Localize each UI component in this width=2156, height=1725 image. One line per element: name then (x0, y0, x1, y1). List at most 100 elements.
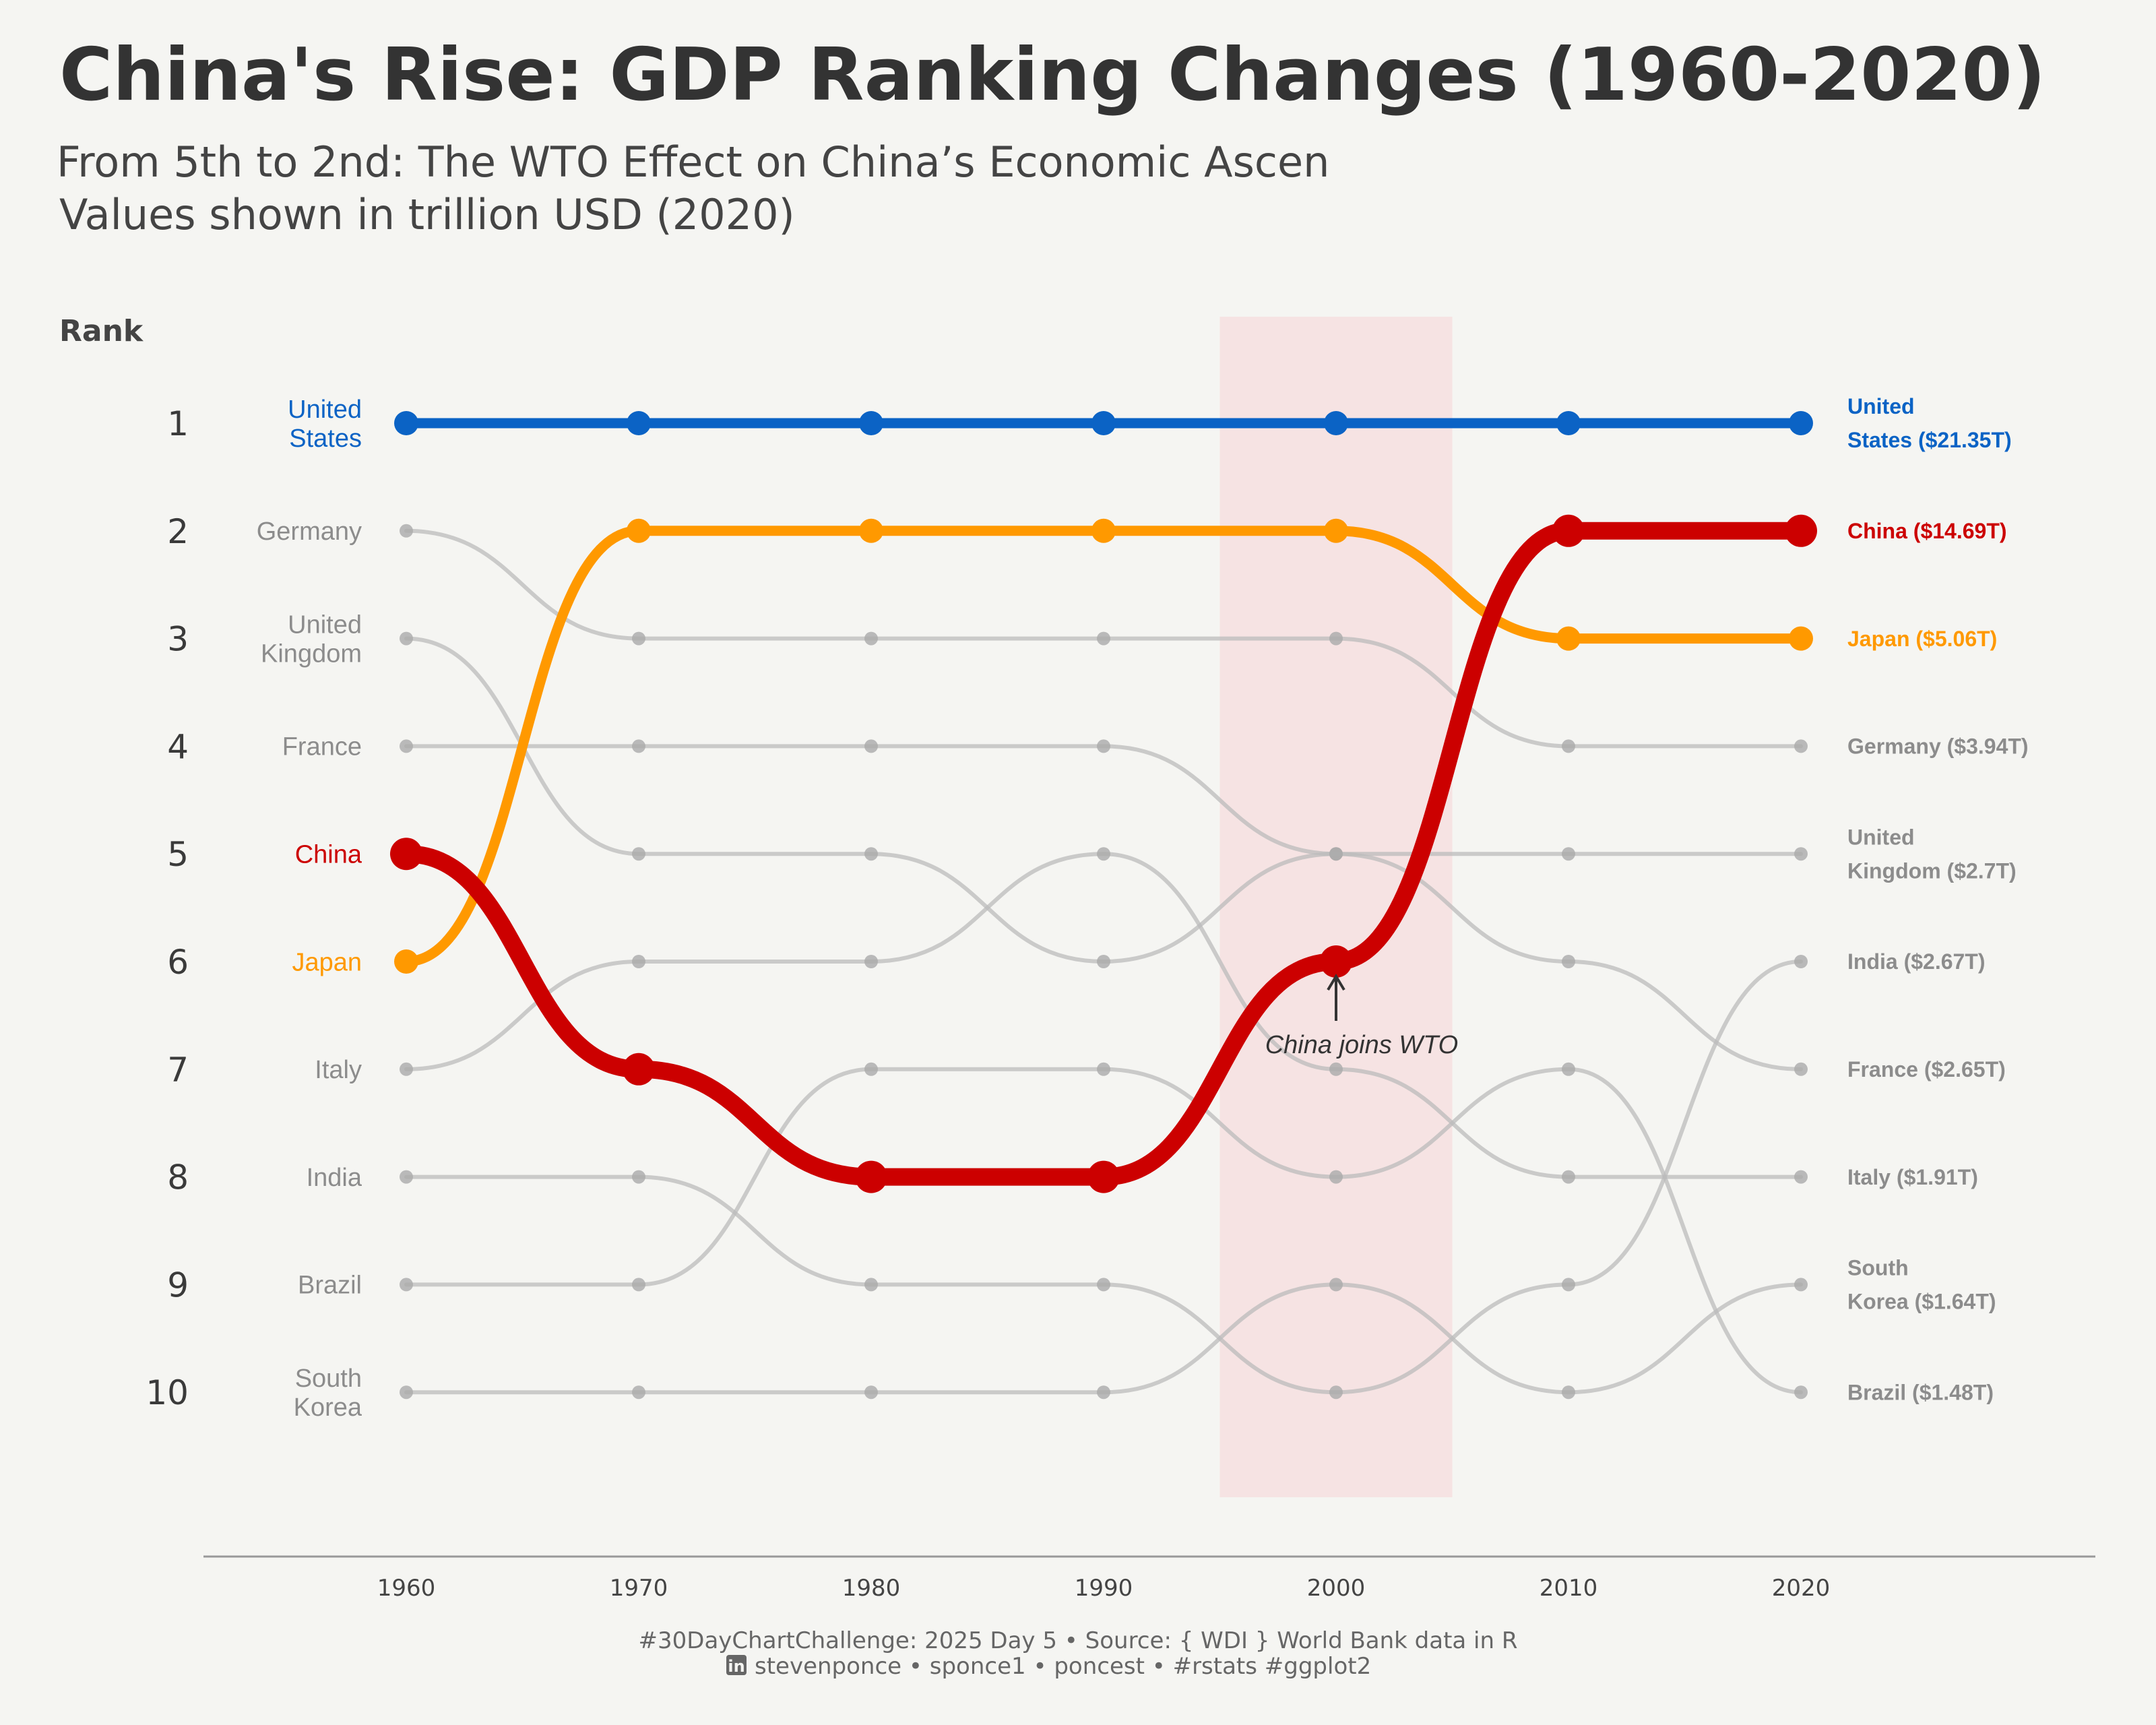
point-brazil-2010 (1562, 1062, 1575, 1076)
start-label-united-kingdom-line1: United (288, 610, 362, 639)
point-brazil-1960 (400, 1278, 413, 1292)
point-south-korea-1960 (400, 1385, 413, 1400)
point-germany-2020 (1794, 739, 1808, 753)
x-tick-1960: 1960 (377, 1575, 436, 1602)
series-china (390, 514, 1817, 1193)
point-italy-2000 (1329, 1062, 1343, 1076)
point-india-2000 (1329, 1385, 1343, 1400)
annotation-text: China joins WTO (1265, 1031, 1459, 1059)
end-label-south-korea-line2: Korea ($1.64T) (1847, 1290, 1996, 1314)
point-united-kingdom-2020 (1794, 847, 1808, 861)
point-china-2010 (1552, 514, 1585, 547)
point-united-kingdom-1960 (400, 631, 413, 646)
rank-tick-9: 9 (167, 1265, 189, 1305)
highlight-series-layer (390, 411, 1817, 1193)
chart-subtitle-line1: From 5th to 2nd: The WTO Effect on China… (57, 137, 1329, 187)
point-united-kingdom-1980 (864, 847, 878, 861)
point-germany-1980 (864, 631, 878, 646)
point-japan-1980 (859, 518, 883, 543)
point-brazil-1980 (864, 1062, 878, 1076)
start-label-brazil: Brazil (298, 1272, 362, 1300)
series-line-united-kingdom (404, 636, 1803, 964)
rank-tick-5: 5 (167, 835, 189, 874)
highlight-band-layer (1219, 317, 1453, 1497)
x-tick-1980: 1980 (842, 1575, 901, 1602)
point-china-2000 (1320, 945, 1352, 978)
point-france-2010 (1562, 955, 1575, 968)
end-label-china: China ($14.69T) (1847, 519, 2007, 543)
point-italy-1960 (400, 1062, 413, 1076)
series-line-india (404, 960, 1803, 1395)
start-label-france: France (282, 733, 362, 761)
point-china-2020 (1785, 514, 1817, 547)
point-china-1990 (1087, 1160, 1120, 1193)
start-label-south-korea-line2: Korea (294, 1393, 362, 1422)
end-label-japan: Japan ($5.06T) (1847, 627, 1997, 651)
start-label-italy: Italy (315, 1056, 362, 1084)
point-france-1970 (632, 739, 645, 753)
point-united-states-1990 (1091, 411, 1116, 435)
series-france (400, 739, 1808, 1076)
background-series-layer (400, 524, 1808, 1400)
series-germany (400, 524, 1808, 753)
point-india-1980 (864, 1278, 878, 1292)
point-germany-1960 (400, 524, 413, 538)
point-united-kingdom-1970 (632, 847, 645, 861)
rank-tick-6: 6 (167, 943, 189, 982)
end-label-brazil: Brazil ($1.48T) (1847, 1380, 1994, 1404)
rank-tick-7: 7 (167, 1050, 189, 1090)
point-germany-1990 (1097, 631, 1110, 646)
series-line-france (404, 744, 1803, 1071)
x-tick-1970: 1970 (610, 1575, 668, 1602)
point-united-states-2000 (1324, 411, 1348, 435)
point-italy-1980 (864, 955, 878, 968)
start-label-united-states-line2: States (289, 425, 362, 453)
chart-subtitle-line2: Values shown in trillion USD (2020) (59, 190, 795, 239)
wto-highlight-band (1219, 317, 1453, 1497)
point-south-korea-1990 (1097, 1385, 1110, 1400)
point-italy-1990 (1097, 847, 1110, 861)
start-label-united-kingdom-line2: Kingdom (261, 639, 362, 668)
start-label-india: India (307, 1164, 362, 1192)
series-japan (394, 518, 1813, 974)
point-united-states-1960 (394, 411, 418, 435)
point-japan-2020 (1789, 626, 1813, 651)
start-label-germany: Germany (257, 518, 362, 546)
point-united-kingdom-1990 (1097, 955, 1110, 968)
start-label-south-korea-line1: South (295, 1365, 362, 1393)
start-label-japan: Japan (292, 948, 362, 976)
point-brazil-2020 (1794, 1385, 1808, 1400)
series-line-brazil (404, 1067, 1803, 1395)
x-tick-2000: 2000 (1307, 1575, 1366, 1602)
point-japan-1970 (627, 518, 651, 543)
annotation-arrow-head (1327, 974, 1345, 991)
point-south-korea-1980 (864, 1385, 878, 1400)
point-india-1970 (632, 1170, 645, 1184)
point-france-1960 (400, 739, 413, 753)
point-japan-1990 (1091, 518, 1116, 543)
point-united-kingdom-2010 (1562, 847, 1575, 861)
point-germany-1970 (632, 631, 645, 646)
end-label-germany: Germany ($3.94T) (1847, 734, 2029, 759)
start-label-china: China (295, 841, 362, 869)
caption-line2-group: in stevenponce • sponce1 • poncest • #rs… (726, 1653, 1371, 1680)
point-germany-2010 (1562, 739, 1575, 753)
series-line-japan (401, 526, 1806, 967)
point-united-states-1980 (859, 411, 883, 435)
y-axis-label: Rank (59, 314, 144, 348)
point-italy-2010 (1562, 1170, 1575, 1184)
rank-tick-10: 10 (146, 1373, 189, 1412)
point-germany-2000 (1329, 631, 1343, 646)
point-south-korea-1970 (632, 1385, 645, 1400)
series-italy (400, 847, 1808, 1184)
point-india-2010 (1562, 1278, 1575, 1292)
rank-tick-3: 3 (167, 620, 189, 659)
point-south-korea-2020 (1794, 1278, 1808, 1292)
point-france-2020 (1794, 1062, 1808, 1076)
point-india-1990 (1097, 1278, 1110, 1292)
point-italy-2020 (1794, 1170, 1808, 1184)
series-united-states (394, 411, 1813, 435)
point-japan-2010 (1556, 626, 1581, 651)
